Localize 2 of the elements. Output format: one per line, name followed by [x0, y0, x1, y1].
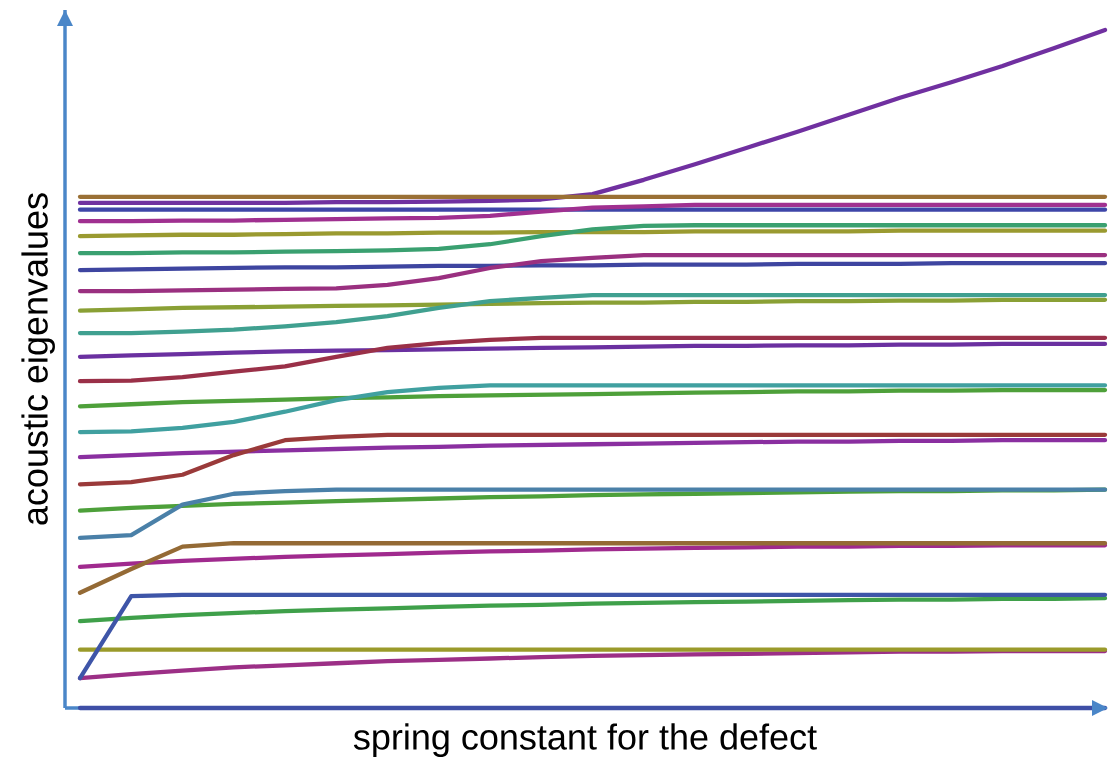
x-axis-title: spring constant for the defect	[353, 723, 817, 757]
y-axis-title: acoustic eigenvalues	[21, 193, 55, 525]
